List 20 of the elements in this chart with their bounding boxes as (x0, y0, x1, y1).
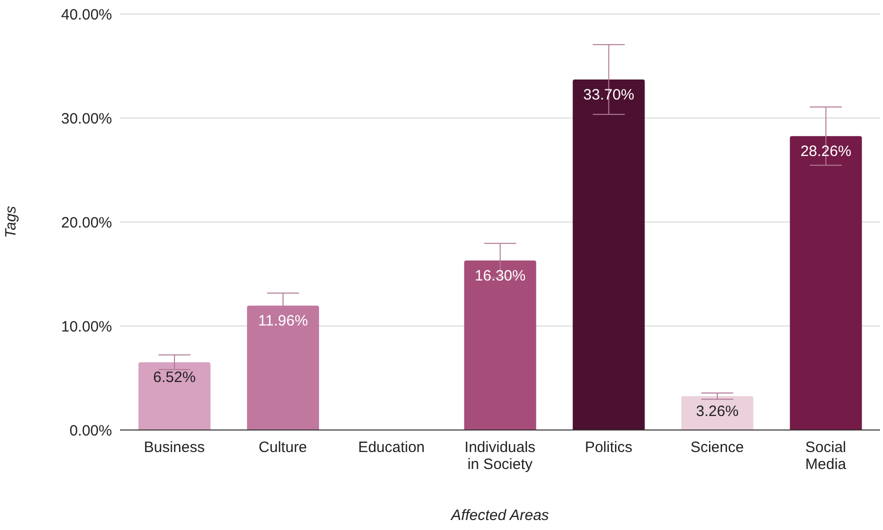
x-tick-label: Education (358, 439, 425, 456)
y-tick-label: 20.00% (61, 214, 112, 232)
x-tick-label: Individuals in Society (464, 439, 536, 473)
x-tick-label: Business (144, 439, 205, 456)
y-tick-label: 40.00% (61, 6, 112, 24)
x-tick-label: Politics (584, 439, 632, 456)
x-tick-label: Social Media (805, 439, 847, 473)
data-label: 6.52% (153, 369, 196, 386)
x-tick-label: Culture (258, 439, 308, 456)
x-axis-title: Affected Areas (450, 507, 550, 524)
data-label: 33.70% (583, 86, 634, 104)
y-tick-label: 10.00% (61, 318, 112, 336)
data-label: 16.30% (474, 267, 526, 284)
data-label: 28.26% (800, 143, 852, 160)
y-tick-label: 30.00% (61, 110, 112, 128)
y-axis-title: Tags (2, 206, 20, 238)
x-tick-label: Science (690, 439, 744, 456)
data-label: 11.96% (258, 312, 308, 330)
y-tick-label: 0.00% (69, 422, 112, 440)
data-label: 3.26% (696, 403, 739, 420)
